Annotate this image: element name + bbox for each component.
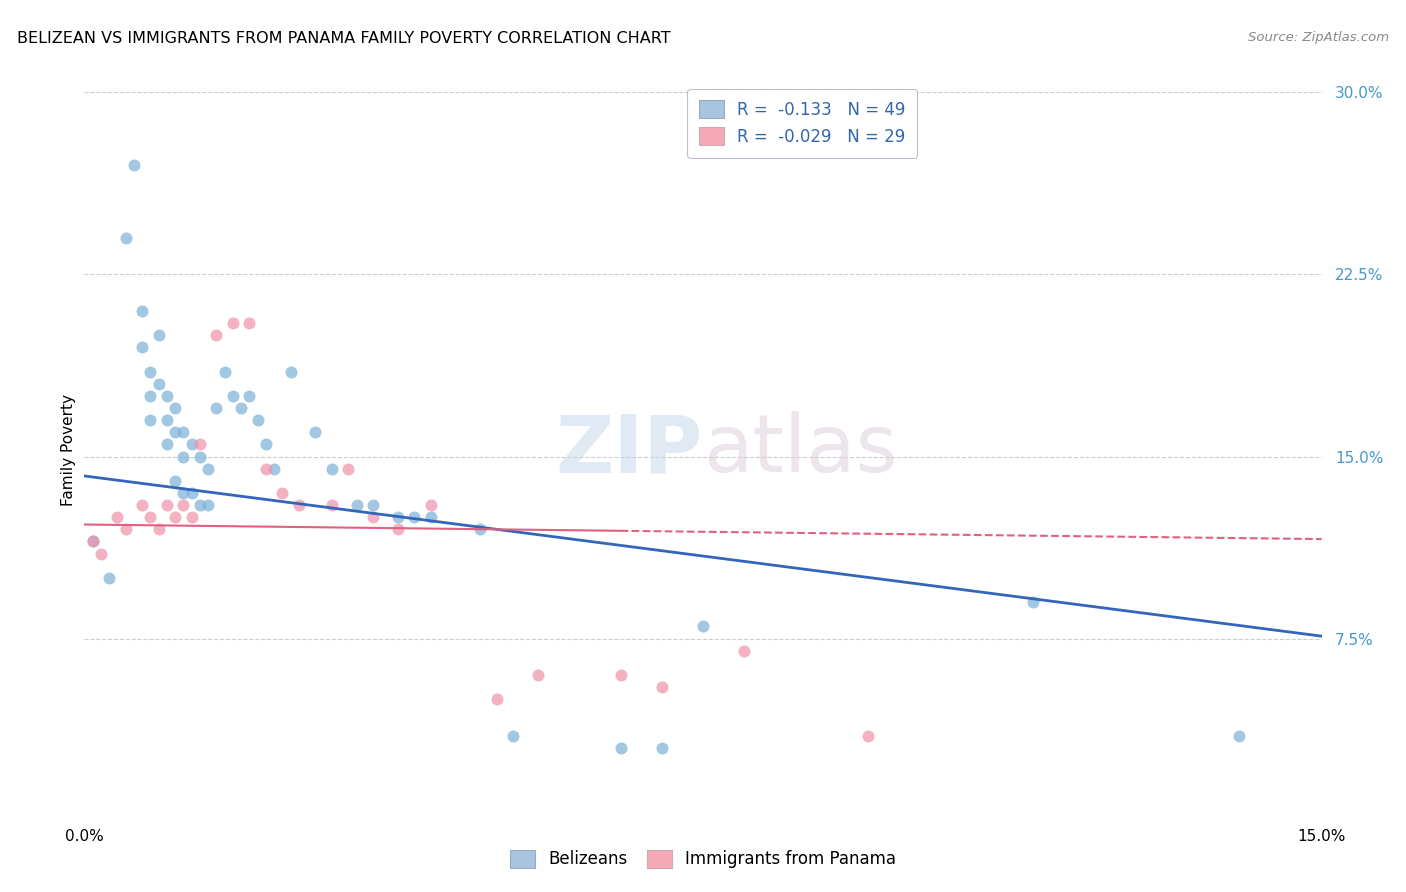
Point: [361, 510, 384, 524]
Point: [609, 668, 631, 682]
Point: [692, 619, 714, 633]
Point: [205, 328, 228, 343]
Point: [114, 231, 136, 245]
Point: [172, 425, 194, 440]
Point: [131, 304, 153, 318]
Point: [419, 498, 441, 512]
Point: [304, 425, 326, 440]
Point: [321, 461, 343, 475]
Point: [82, 534, 104, 549]
Point: [197, 461, 219, 475]
Point: [419, 510, 441, 524]
Point: [180, 510, 202, 524]
Point: [148, 522, 170, 536]
Point: [105, 510, 128, 524]
Point: [254, 461, 277, 475]
Point: [280, 365, 302, 379]
Point: [156, 389, 179, 403]
Point: [98, 571, 121, 585]
Point: [337, 461, 360, 475]
Point: [165, 510, 187, 524]
Legend: Belizeans, Immigrants from Panama: Belizeans, Immigrants from Panama: [501, 841, 905, 877]
Point: [387, 510, 409, 524]
Point: [651, 680, 673, 694]
Point: [1227, 729, 1250, 743]
Point: [156, 413, 179, 427]
Point: [139, 389, 162, 403]
Point: [404, 510, 426, 524]
Point: [139, 365, 162, 379]
Point: [131, 498, 153, 512]
Point: [346, 498, 368, 512]
Point: [485, 692, 508, 706]
Point: [156, 437, 179, 451]
Point: [271, 486, 294, 500]
Point: [254, 437, 277, 451]
Point: [148, 376, 170, 391]
Point: [139, 413, 162, 427]
Point: [527, 668, 550, 682]
Point: [502, 729, 524, 743]
Point: [246, 413, 269, 427]
Text: atlas: atlas: [703, 411, 897, 490]
Point: [321, 498, 343, 512]
Point: [229, 401, 252, 415]
Point: [288, 498, 311, 512]
Point: [82, 534, 104, 549]
Point: [165, 425, 187, 440]
Point: [114, 522, 136, 536]
Point: [387, 522, 409, 536]
Point: [188, 498, 211, 512]
Point: [197, 498, 219, 512]
Text: Source: ZipAtlas.com: Source: ZipAtlas.com: [1249, 31, 1389, 45]
Legend: R =  -0.133   N = 49, R =  -0.029   N = 29: R = -0.133 N = 49, R = -0.029 N = 29: [688, 88, 917, 158]
Point: [238, 389, 260, 403]
Point: [90, 547, 112, 561]
Point: [188, 437, 211, 451]
Point: [156, 498, 179, 512]
Point: [165, 474, 187, 488]
Point: [165, 401, 187, 415]
Point: [188, 450, 211, 464]
Point: [214, 365, 236, 379]
Point: [122, 158, 145, 172]
Point: [222, 316, 245, 330]
Point: [172, 498, 194, 512]
Y-axis label: Family Poverty: Family Poverty: [60, 394, 76, 507]
Point: [180, 437, 202, 451]
Point: [651, 740, 673, 755]
Text: ZIP: ZIP: [555, 411, 703, 490]
Point: [205, 401, 228, 415]
Point: [180, 486, 202, 500]
Point: [609, 740, 631, 755]
Point: [148, 328, 170, 343]
Point: [470, 522, 492, 536]
Point: [361, 498, 384, 512]
Point: [172, 450, 194, 464]
Point: [238, 316, 260, 330]
Point: [222, 389, 245, 403]
Point: [131, 340, 153, 354]
Point: [172, 486, 194, 500]
Point: [733, 644, 755, 658]
Point: [139, 510, 162, 524]
Point: [1022, 595, 1045, 609]
Point: [263, 461, 285, 475]
Text: BELIZEAN VS IMMIGRANTS FROM PANAMA FAMILY POVERTY CORRELATION CHART: BELIZEAN VS IMMIGRANTS FROM PANAMA FAMIL…: [17, 31, 671, 46]
Point: [856, 729, 879, 743]
